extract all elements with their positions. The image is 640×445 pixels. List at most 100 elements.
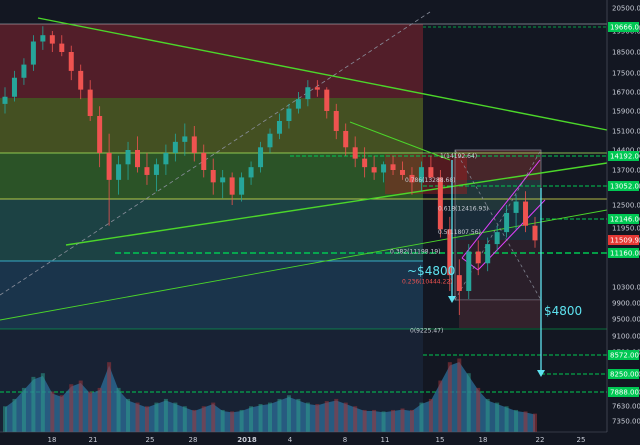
level-badge bbox=[608, 151, 639, 161]
y-tick-label: 10300.00 bbox=[612, 284, 640, 292]
level-badge bbox=[608, 369, 639, 379]
fib-label: 0.382(11198.19) bbox=[390, 249, 441, 256]
volume-bar bbox=[419, 402, 424, 432]
candle-body bbox=[390, 164, 396, 170]
level-badge-label: 19666.00 bbox=[610, 24, 640, 32]
level-badge bbox=[608, 248, 639, 258]
volume-bar bbox=[381, 411, 386, 432]
level-badge-label: 11509.92 bbox=[610, 237, 640, 245]
level-badge-label: 13052.00 bbox=[610, 183, 640, 191]
candle-body bbox=[475, 251, 481, 264]
volume-bar bbox=[476, 387, 481, 432]
candle-body bbox=[210, 170, 216, 183]
y-tick-label: 20500.00 bbox=[612, 5, 640, 13]
volume-bar bbox=[31, 376, 36, 432]
annotation-small: ~$4800 bbox=[407, 264, 455, 278]
volume-bar bbox=[201, 406, 206, 432]
volume-bar bbox=[69, 384, 74, 432]
volume-bar bbox=[3, 406, 7, 432]
candle-body bbox=[513, 201, 519, 213]
y-tick-label: 14400.00 bbox=[612, 147, 640, 155]
volume-bar bbox=[21, 387, 26, 432]
level-badge-label: 8572.00 bbox=[610, 352, 639, 360]
y-tick-label: 13700.00 bbox=[612, 167, 640, 175]
volume-bar bbox=[334, 398, 339, 432]
projection-arrows bbox=[448, 160, 545, 377]
volume-bar bbox=[40, 373, 45, 432]
candle-body bbox=[40, 35, 46, 42]
candle-body bbox=[295, 99, 301, 109]
candle-body bbox=[97, 116, 103, 153]
candle-body bbox=[68, 52, 74, 71]
candle-body bbox=[191, 136, 197, 153]
volume-area bbox=[3, 358, 537, 432]
candle-body bbox=[21, 64, 27, 78]
candle-body bbox=[466, 251, 472, 291]
volume-bar bbox=[372, 409, 377, 432]
level-badge bbox=[608, 22, 639, 32]
x-tick-label: 22 bbox=[536, 436, 545, 444]
volume-bar bbox=[50, 391, 55, 432]
x-tick-label: 28 bbox=[189, 436, 198, 444]
volume-bar bbox=[249, 406, 254, 432]
volume-bar bbox=[523, 411, 528, 432]
y-tick-label: 17500.00 bbox=[612, 70, 640, 78]
candle-body bbox=[314, 87, 320, 90]
level-badge bbox=[608, 181, 639, 191]
fib-label: 0.618(12416.93) bbox=[438, 205, 489, 212]
candle-body bbox=[343, 131, 349, 148]
y-tick-label: 9500.00 bbox=[612, 316, 640, 324]
volume-bar bbox=[154, 402, 159, 432]
volume-bar bbox=[514, 409, 519, 432]
volume-bar bbox=[504, 406, 509, 432]
candle-body bbox=[125, 150, 131, 165]
candle-body bbox=[504, 212, 510, 233]
volume-bar bbox=[59, 395, 64, 432]
volume-bar bbox=[286, 395, 291, 432]
y-tick-label: 15900.00 bbox=[612, 108, 640, 116]
volume-bar bbox=[135, 402, 140, 432]
candle-body bbox=[258, 147, 264, 168]
fib-label: 0(9225.47) bbox=[410, 328, 443, 335]
fib-label: 0.5(11807.56) bbox=[438, 229, 481, 236]
candle-body bbox=[11, 77, 17, 97]
candle-body bbox=[106, 152, 112, 180]
candle-body bbox=[59, 43, 65, 52]
x-tick-label: 21 bbox=[89, 436, 98, 444]
volume-bar bbox=[182, 406, 187, 432]
fib-label: 1(14192.64) bbox=[440, 153, 477, 160]
candle-body bbox=[494, 232, 500, 245]
fib-label: 0.236(10444.22) bbox=[402, 278, 453, 285]
y-tick-label: 9900.00 bbox=[612, 300, 640, 308]
candle-body bbox=[163, 152, 169, 165]
volume-bar bbox=[438, 380, 443, 432]
candle-body bbox=[30, 41, 36, 65]
level-badge bbox=[608, 214, 639, 224]
y-tick-label: 9100.00 bbox=[612, 333, 640, 341]
annotation-large: $4800 bbox=[544, 304, 582, 318]
volume-bar bbox=[533, 413, 537, 432]
volume-bar bbox=[107, 362, 112, 432]
candle-body bbox=[532, 225, 538, 241]
volume-bar bbox=[428, 398, 433, 432]
volume-bar bbox=[88, 391, 93, 432]
volume-bar bbox=[78, 380, 83, 432]
candle-body bbox=[220, 177, 226, 183]
volume-bar bbox=[343, 402, 348, 432]
level-badge bbox=[608, 235, 639, 245]
volume-bar bbox=[173, 402, 178, 432]
level-badge-label: 12146.00 bbox=[610, 216, 640, 224]
level-badge-label: 8250.00 bbox=[610, 371, 639, 379]
volume-bar bbox=[211, 402, 216, 432]
candle-body bbox=[305, 87, 311, 100]
candle-body bbox=[418, 167, 424, 183]
x-tick-label: 18 bbox=[48, 436, 57, 444]
volume-bar bbox=[258, 404, 263, 432]
volume-bar bbox=[485, 398, 490, 432]
candle-body bbox=[135, 150, 140, 168]
volume-bar bbox=[457, 358, 462, 432]
candle-body bbox=[286, 108, 292, 121]
candle-body bbox=[144, 167, 150, 175]
candle-body bbox=[447, 229, 453, 276]
